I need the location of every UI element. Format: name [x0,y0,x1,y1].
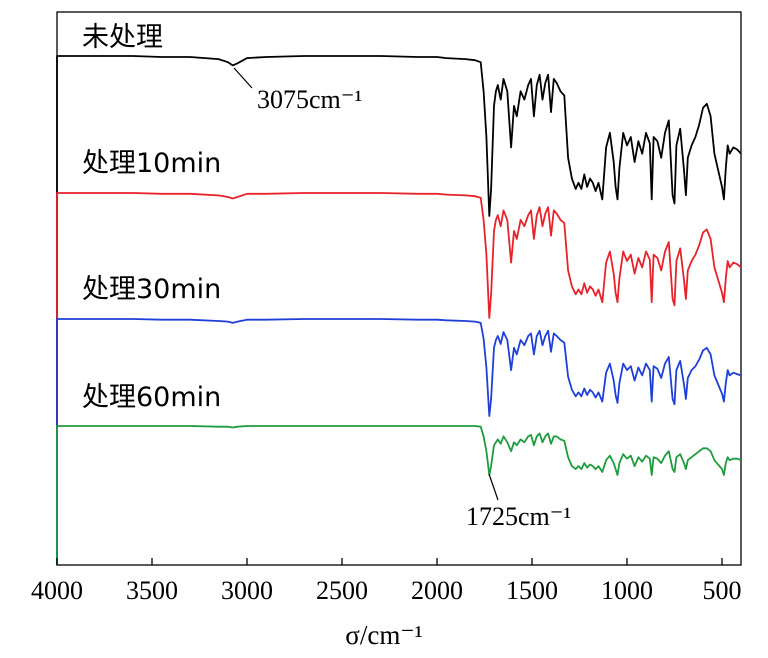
x-tick-label: 2000 [411,576,463,605]
series-label-10min: 处理10min [82,148,221,179]
x-tick-label: 4000 [31,576,83,605]
series-label-untreated: 未处理 [82,22,163,53]
annotation-3075-label: 3075cm⁻¹ [257,85,362,114]
series-line-10min [56,192,742,565]
annotation-1725-leader [488,473,499,501]
annotation-3075-leader [233,67,253,89]
series-layer [56,55,742,565]
series-label-30min: 处理30min [82,274,221,305]
x-axis-title: σ/cm⁻¹ [345,620,422,650]
x-tick-label: 500 [703,576,742,605]
x-tick-label: 3000 [221,576,273,605]
annotation-1725-label: 1725cm⁻¹ [466,502,571,531]
series-line-60min [56,425,742,565]
series-label-60min: 处理60min [82,382,221,413]
x-tick-label: 1000 [601,576,653,605]
x-tick-label: 3500 [126,576,178,605]
x-tick-label: 1500 [506,576,558,605]
x-axis-ticks: 4000 3500 3000 2500 2000 1500 1000 500 [31,558,742,605]
series-line-30min [56,318,742,565]
x-tick-label: 2500 [316,576,368,605]
series-line-untreated [56,55,742,565]
